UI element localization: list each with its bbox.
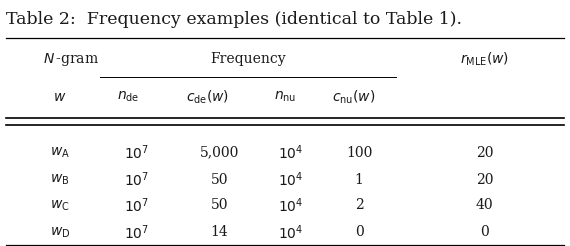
Text: $c_{\mathrm{nu}}(w)$: $c_{\mathrm{nu}}(w)$ <box>332 89 375 106</box>
Text: $w_\mathrm{C}$: $w_\mathrm{C}$ <box>50 198 70 213</box>
Text: 50: 50 <box>211 199 228 212</box>
Text: 20: 20 <box>476 146 493 159</box>
Text: 20: 20 <box>476 173 493 186</box>
Text: $10^4$: $10^4$ <box>278 196 303 215</box>
Text: $w_\mathrm{B}$: $w_\mathrm{B}$ <box>50 172 70 187</box>
Text: 0: 0 <box>480 226 489 239</box>
Text: $w_\mathrm{A}$: $w_\mathrm{A}$ <box>50 145 70 160</box>
Text: $10^4$: $10^4$ <box>278 223 303 242</box>
Text: 40: 40 <box>476 199 493 212</box>
Text: $10^7$: $10^7$ <box>124 170 149 189</box>
Text: 100: 100 <box>346 146 372 159</box>
Text: 0: 0 <box>355 226 364 239</box>
Text: $n_{\mathrm{de}}$: $n_{\mathrm{de}}$ <box>117 90 140 104</box>
Text: 5,000: 5,000 <box>200 146 239 159</box>
Text: $10^7$: $10^7$ <box>124 143 149 162</box>
Text: 1: 1 <box>355 173 364 186</box>
Text: $10^4$: $10^4$ <box>278 143 303 162</box>
Text: $10^7$: $10^7$ <box>124 223 149 242</box>
Text: 14: 14 <box>210 226 229 239</box>
Text: $c_{\mathrm{de}}(w)$: $c_{\mathrm{de}}(w)$ <box>186 89 230 106</box>
Text: $n_{\mathrm{nu}}$: $n_{\mathrm{nu}}$ <box>274 90 296 104</box>
Text: $w_\mathrm{D}$: $w_\mathrm{D}$ <box>50 225 70 240</box>
Text: Table 2:  Frequency examples (identical to Table 1).: Table 2: Frequency examples (identical t… <box>6 11 462 28</box>
Text: $w$: $w$ <box>53 90 67 104</box>
Text: $N\,$-gram: $N\,$-gram <box>43 50 99 68</box>
Text: 2: 2 <box>355 199 364 212</box>
Text: $r_{\mathrm{MLE}}(w)$: $r_{\mathrm{MLE}}(w)$ <box>460 50 509 68</box>
Text: 50: 50 <box>211 173 228 186</box>
Text: Frequency: Frequency <box>210 52 286 66</box>
Text: $10^4$: $10^4$ <box>278 170 303 189</box>
Text: $10^7$: $10^7$ <box>124 196 149 215</box>
